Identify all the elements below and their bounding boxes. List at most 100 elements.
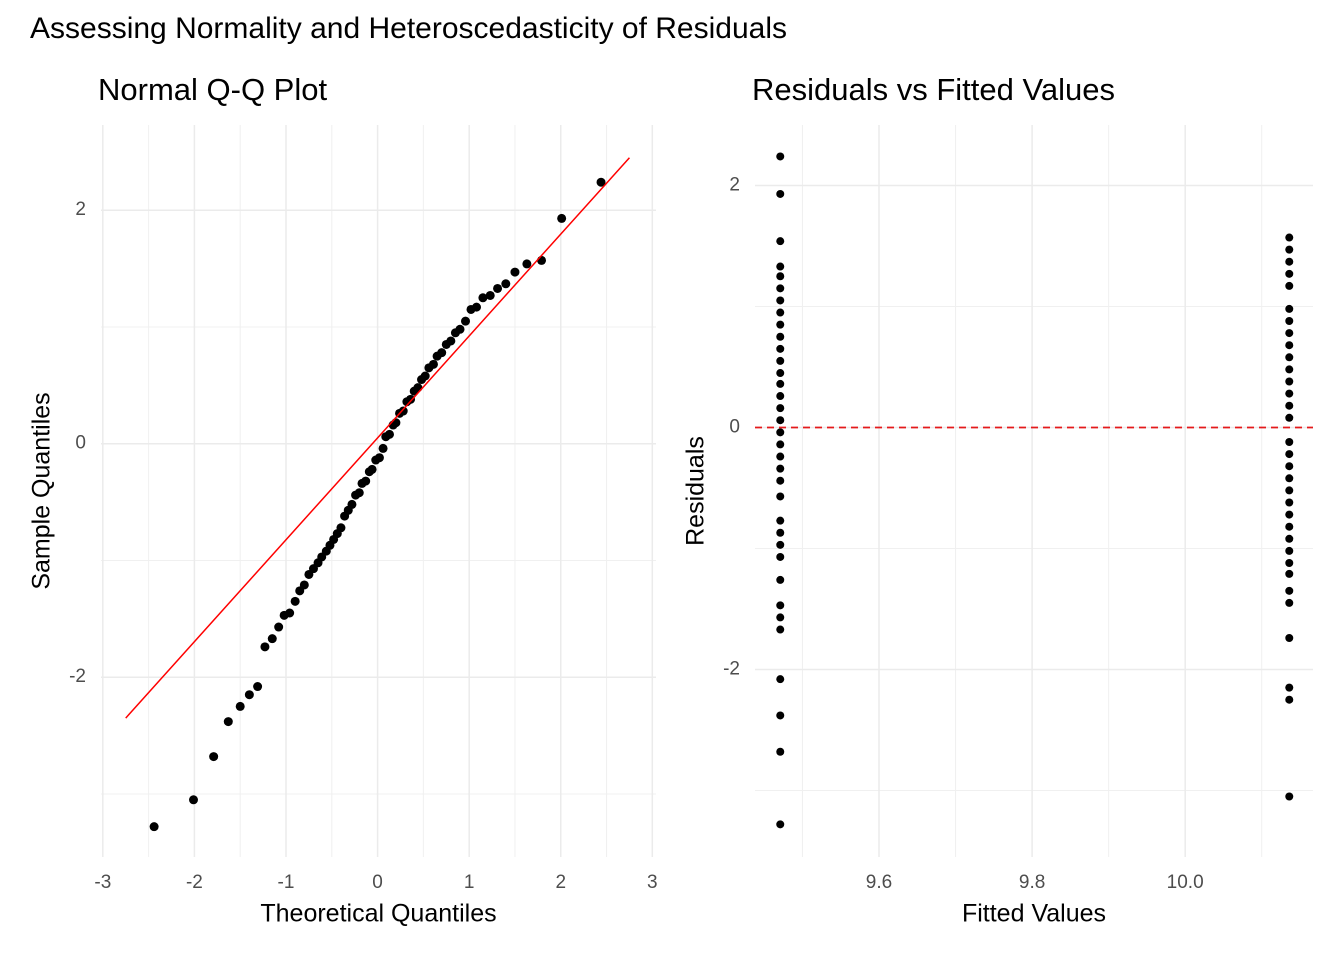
point (1285, 558, 1294, 567)
y-tick-label: -2 (69, 666, 86, 687)
point (455, 324, 465, 334)
point (413, 383, 423, 393)
point (354, 488, 364, 498)
point (149, 822, 159, 832)
point (776, 476, 785, 485)
y-tick-label: 2 (75, 199, 86, 220)
point (1285, 598, 1294, 607)
point (776, 237, 785, 246)
point (244, 690, 254, 700)
point (189, 795, 198, 805)
point (420, 371, 430, 381)
point (776, 308, 785, 317)
point (776, 552, 785, 561)
point (347, 499, 357, 509)
point (260, 642, 270, 652)
x-tick-label: 3 (647, 872, 658, 893)
panel-title: Normal Q-Q Plot (98, 72, 327, 107)
point (501, 279, 511, 289)
point (776, 711, 785, 720)
point (1285, 522, 1294, 531)
point (522, 259, 532, 269)
point (1285, 569, 1294, 578)
chart-title: Assessing Normality and Heteroscedastici… (30, 12, 787, 45)
point (290, 596, 300, 606)
point (776, 625, 785, 634)
point (776, 189, 785, 198)
point (1285, 437, 1294, 446)
point (1285, 353, 1294, 362)
x-tick-label: 2 (555, 872, 566, 893)
point (537, 255, 547, 265)
point (1285, 389, 1294, 398)
point (478, 293, 488, 303)
point (1285, 498, 1294, 507)
point (285, 608, 295, 618)
x-tick-label: -3 (94, 872, 111, 893)
point (406, 394, 416, 404)
point (776, 675, 785, 684)
point (361, 476, 371, 486)
point (1285, 245, 1294, 254)
point (557, 213, 567, 223)
point (1285, 257, 1294, 266)
point (776, 152, 785, 161)
x-tick-label: 1 (464, 872, 475, 893)
point (776, 404, 785, 413)
point (776, 356, 785, 365)
point (1285, 281, 1294, 290)
point (1285, 586, 1294, 595)
y-axis-title: Sample Quantiles (28, 392, 56, 589)
point (235, 701, 245, 711)
point (776, 428, 785, 437)
point (776, 516, 785, 525)
point (1285, 269, 1294, 278)
x-tick-label: -1 (278, 872, 295, 893)
point (776, 452, 785, 461)
point (398, 406, 408, 416)
point (461, 316, 471, 326)
point (384, 429, 394, 439)
x-axis-title: Theoretical Quantiles (260, 900, 496, 928)
point (471, 302, 481, 312)
point (776, 540, 785, 549)
panel-title: Residuals vs Fitted Values (752, 72, 1115, 107)
point (1285, 329, 1294, 338)
point (1285, 474, 1294, 483)
point (253, 682, 263, 692)
point (776, 284, 785, 293)
point (209, 752, 219, 762)
x-tick-label: -2 (186, 872, 203, 893)
point (776, 528, 785, 537)
point (378, 443, 388, 453)
point (776, 379, 785, 388)
point (776, 440, 785, 449)
point (1285, 634, 1294, 643)
x-tick-label: 9.6 (866, 872, 892, 893)
point (1285, 546, 1294, 555)
y-axis-title: Residuals (682, 436, 710, 546)
point (776, 575, 785, 584)
point (1285, 377, 1294, 386)
point (776, 296, 785, 305)
y-tick-label: -2 (723, 658, 740, 679)
point (776, 747, 785, 756)
point (776, 492, 785, 501)
point (1285, 510, 1294, 519)
point (776, 464, 785, 473)
point (367, 464, 377, 474)
point (776, 272, 785, 281)
point (1285, 683, 1294, 692)
x-axis-title: Fitted Values (962, 900, 1106, 928)
point (1285, 462, 1294, 471)
point (776, 613, 785, 622)
point (776, 320, 785, 329)
point (485, 290, 495, 300)
point (1285, 304, 1294, 313)
y-tick-label: 0 (729, 416, 740, 437)
point (1285, 317, 1294, 326)
y-tick-label: 2 (729, 175, 740, 196)
point (776, 820, 785, 829)
point (776, 344, 785, 353)
